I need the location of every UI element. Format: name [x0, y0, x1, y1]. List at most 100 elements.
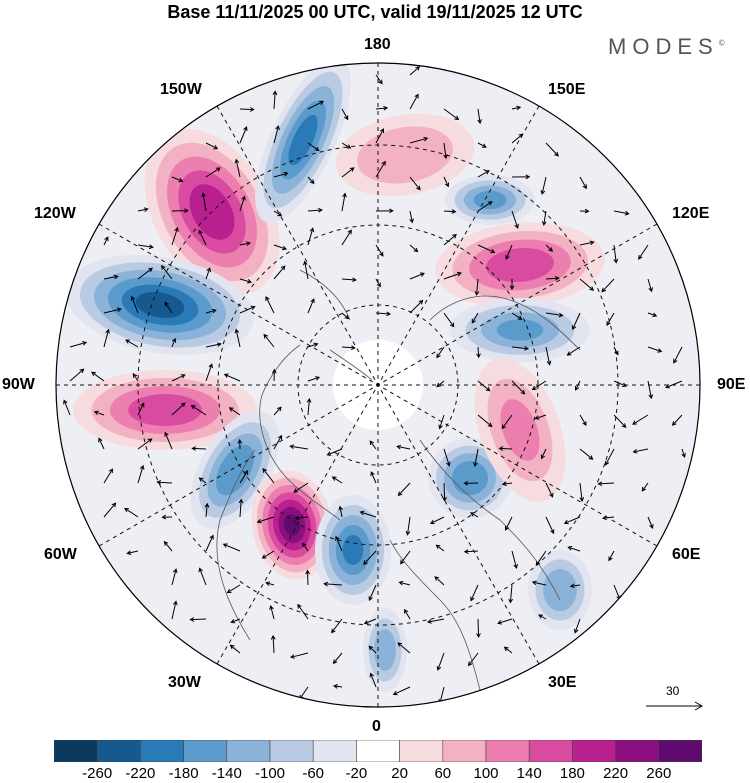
wind-arrow: [125, 339, 139, 348]
wind-arrow: [409, 272, 425, 280]
wind-arrow: [368, 584, 377, 602]
anomaly-contour: [486, 248, 554, 282]
anomaly-contour: [452, 460, 488, 496]
wind-arrow: [545, 346, 552, 366]
colorbar-swatch: [312, 740, 357, 762]
wind-arrow: [409, 299, 424, 314]
wind-arrow: [307, 342, 319, 348]
wind-arrow: [93, 410, 105, 416]
wind-arrow: [531, 580, 547, 586]
wind-arrow: [293, 482, 309, 493]
copyright-mark: ©: [718, 38, 725, 48]
wind-arrow: [261, 550, 275, 559]
wind-arrow: [230, 618, 241, 624]
wind-arrow: [535, 550, 547, 567]
anomaly-neg-110w: [66, 254, 254, 356]
anomaly-contour: [342, 535, 364, 565]
wind-arrow: [511, 174, 531, 180]
wind-arrow: [397, 482, 411, 497]
wind-arrow: [613, 210, 630, 216]
wind-arrow: [476, 346, 481, 359]
wind-arrow: [262, 467, 275, 484]
wind-vectors: [63, 66, 686, 704]
lon-label-90w: 90W: [2, 376, 35, 393]
lon-label-180: 180: [364, 36, 391, 53]
wind-arrow: [137, 207, 149, 212]
wind-arrow: [289, 652, 309, 659]
wind-arrow: [375, 244, 384, 257]
colorbar-swatch: [269, 740, 314, 762]
wind-arrow: [470, 584, 479, 602]
wind-arrow: [647, 312, 658, 317]
wind-arrow: [239, 126, 248, 144]
wind-arrow: [601, 278, 615, 293]
wind-arrow: [473, 448, 479, 468]
reference-vector-label: 30: [666, 684, 680, 698]
wind-arrow: [237, 438, 243, 450]
wind-arrow: [511, 210, 519, 229]
wind-arrow: [205, 342, 222, 348]
wind-arrow: [443, 108, 460, 121]
wind-arrow: [272, 90, 278, 110]
wind-arrow: [477, 108, 482, 125]
wind-arrow: [273, 265, 286, 280]
wind-arrow: [103, 468, 114, 484]
wind-arrow: [540, 448, 547, 460]
wind-arrow: [137, 402, 145, 416]
colorbar-tick-label: 60: [434, 765, 452, 782]
wind-arrow: [234, 328, 241, 348]
wind-arrow: [69, 368, 85, 382]
map-boundary: [55, 62, 701, 708]
wind-arrow: [613, 346, 619, 356]
wind-arrow: [91, 371, 105, 382]
wind-arrow: [498, 446, 513, 451]
wind-arrow: [171, 208, 189, 214]
wind-arrow: [273, 171, 289, 178]
colorbar-swatch: [572, 740, 616, 762]
lon-label-150w: 150W: [160, 81, 202, 98]
anomaly-pos-70e: [474, 358, 566, 502]
colorbar-swatch: [356, 740, 400, 762]
wind-arrow: [341, 167, 355, 178]
wind-arrow: [171, 226, 179, 246]
colorbar-tick-label: -180: [168, 765, 199, 782]
wind-arrow: [198, 229, 207, 246]
wind-arrow: [463, 549, 479, 554]
wind-arrow: [545, 244, 554, 252]
wind-arrow: [443, 312, 455, 328]
wind-arrow: [103, 274, 119, 280]
wind-arrow: [201, 192, 207, 212]
wind-arrow: [540, 176, 547, 196]
wind-arrow: [171, 402, 186, 416]
wind-arrow: [273, 244, 288, 251]
lon-label-0: 0: [372, 718, 381, 735]
anomaly-neg-35e: [528, 550, 592, 630]
wind-arrow: [508, 584, 514, 604]
wind-arrow: [476, 618, 481, 638]
wind-arrow: [409, 136, 429, 144]
wind-arrow: [137, 244, 154, 250]
wind-arrow: [545, 276, 560, 281]
wind-arrow: [443, 448, 451, 467]
anomaly-neg-5e: [363, 608, 407, 692]
wind-arrow: [597, 481, 615, 487]
wind-arrow: [239, 107, 255, 112]
wind-arrow: [571, 312, 581, 331]
wind-arrow: [205, 534, 214, 552]
wind-arrow: [198, 477, 207, 484]
colorbar-swatch: [485, 740, 530, 762]
wind-arrow: [273, 406, 282, 416]
colorbar-swatch: [54, 740, 98, 762]
wind-arrow: [541, 210, 547, 226]
wind-arrow: [269, 604, 275, 620]
wind-arrow: [463, 480, 479, 486]
colorbar-tick-label: 100: [473, 765, 499, 782]
wind-arrow: [331, 618, 343, 634]
wind-arrow: [434, 576, 445, 586]
colorbar-swatch: [528, 740, 573, 762]
anomaly-contour: [543, 568, 577, 612]
colorbar-tick-label: 140: [516, 765, 542, 782]
wind-arrow: [239, 241, 252, 246]
wind-arrow: [443, 209, 457, 214]
wind-arrow: [331, 476, 343, 484]
